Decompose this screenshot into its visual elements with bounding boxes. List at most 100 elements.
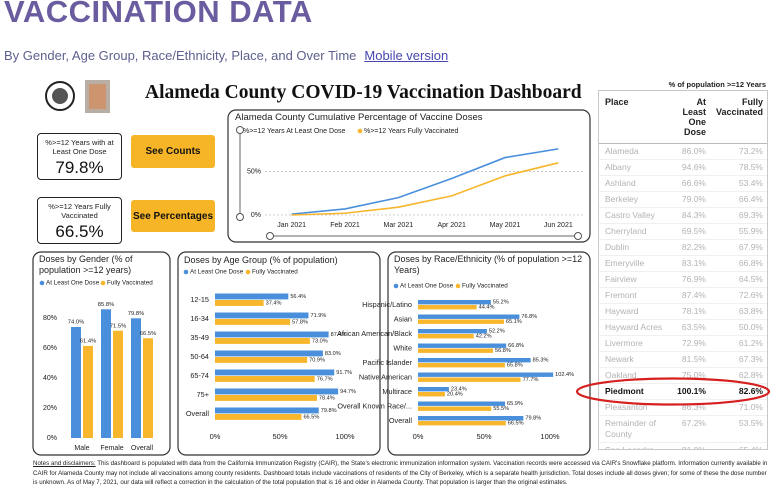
table-cell: Hayward Acres (599, 319, 672, 336)
y-tick-label: 60% (43, 345, 57, 352)
table-cell: 87.4% (671, 287, 710, 304)
kpi-card: %>=12 Years Fully Vaccinated 66.5% (37, 197, 122, 244)
bar (418, 392, 445, 397)
table-cell: 65.4% (709, 442, 767, 449)
table-row: San Leandro 81.8% 65.4% (599, 442, 767, 449)
table-row: Alameda 86.0% 73.2% (599, 143, 767, 160)
table-row: Castro Valley 84.3% 69.3% (599, 207, 767, 224)
notes-text: This dashboard is populated with data fr… (33, 460, 768, 486)
vertical-slider-handle[interactable] (236, 126, 244, 134)
kpi-label: %>=12 Years with at Least One Dose (45, 138, 114, 156)
table-cell: Ashland (599, 175, 672, 192)
table-row: Livermore 72.9% 61.2% (599, 335, 767, 352)
x-tick-label: 50% (476, 432, 491, 441)
bar (215, 376, 315, 382)
bar (418, 348, 493, 353)
table-cell: 78.1% (671, 303, 710, 320)
legend-label: Fully Vaccinated (252, 269, 298, 276)
x-tick-label: 100% (335, 432, 355, 441)
legend-swatch (100, 280, 106, 286)
vertical-slider-handle[interactable] (236, 213, 244, 221)
legend-label: At Least One Dose (190, 269, 244, 276)
notes-heading: Notes and disclaimers: (33, 460, 96, 467)
bar (215, 407, 319, 414)
y-tick-label: 20% (43, 405, 57, 412)
legend-swatch (183, 269, 189, 275)
legend-label: At Least One Dose (400, 283, 454, 290)
table-row: Oakland 75.0% 62.8% (599, 367, 767, 384)
y-tick-label: Asian (394, 314, 412, 323)
table-cell: 84.3% (671, 207, 710, 224)
table-cell: Alameda (599, 143, 672, 160)
data-label: 79.8% (525, 416, 541, 422)
x-tick-label: 100% (540, 432, 560, 441)
data-label: 66.5% (508, 421, 524, 427)
range-slider-handle[interactable] (266, 232, 274, 240)
table-body: Alameda 86.0% 73.2% Albany 94.6% 78.5% Ashland… (599, 143, 767, 449)
bar (418, 406, 492, 411)
y-tick-label: 35-49 (190, 333, 209, 342)
dashboard-title: Alameda County COVID-19 Vaccination Dash… (145, 82, 582, 103)
table-cell: 64.5% (709, 271, 767, 288)
x-tick-label: Overall (131, 445, 154, 452)
data-label: 20.4% (447, 392, 463, 398)
bar (215, 338, 310, 344)
table-cell: Hayward (599, 303, 672, 320)
bar (215, 293, 289, 300)
see-percentages-button[interactable]: See Percentages (131, 200, 215, 232)
y-tick-label: 80% (43, 315, 57, 322)
kpi-label: %>=12 Years Fully Vaccinated (48, 202, 111, 220)
bar (215, 357, 308, 363)
table-head: Place At Least One Dose Fully Vaccinated (599, 91, 767, 144)
y-tick-label: 16-34 (190, 314, 209, 323)
bar (418, 319, 504, 324)
table-cell: 55.9% (709, 223, 767, 240)
y-tick-label: 0% (251, 212, 261, 219)
table-cell: 82.2% (671, 239, 710, 256)
data-label: 65.1% (506, 319, 522, 325)
see-counts-button[interactable]: See Counts (131, 135, 215, 168)
bar (83, 345, 93, 438)
mobile-link[interactable]: Mobile version (364, 48, 449, 63)
bar (418, 343, 507, 348)
data-label: 79.8% (321, 408, 337, 414)
table-row: Remainder of County 67.2% 53.5% (599, 415, 767, 443)
data-label: 52.2% (489, 329, 505, 335)
table-row: Cherryland 69.5% 55.9% (599, 223, 767, 240)
table-row: Pleasanton 86.3% 71.0% (599, 399, 767, 416)
table-cell: 83.1% (671, 255, 710, 272)
table-cell: 71.0% (709, 399, 767, 416)
data-label: 79.8% (128, 311, 144, 317)
table-cell: Berkeley (599, 191, 672, 208)
data-label: 65.8% (507, 363, 523, 369)
panel-title: Doses by Gender (% of population >=12 ye… (39, 254, 133, 275)
bar (418, 387, 449, 392)
table-row: Emeryville 83.1% 66.8% (599, 255, 767, 272)
table-row: Fairview 76.9% 64.5% (599, 271, 767, 288)
table-cell: Dublin (599, 239, 672, 256)
panel-title: Doses by Race/Ethnicity (% of population… (394, 254, 583, 275)
data-label: 55.5% (493, 406, 509, 412)
column-header: Place (599, 91, 672, 144)
table-cell: 63.5% (671, 319, 710, 336)
y-tick-label: Pacific Islander (363, 358, 413, 367)
bar (215, 388, 339, 395)
city-logo-inner (89, 84, 106, 109)
data-label: 37.4% (266, 300, 282, 306)
table-cell: 67.9% (709, 239, 767, 256)
bar (418, 363, 505, 368)
table-cell: 78.5% (709, 159, 767, 176)
table-cell: 62.8% (709, 367, 767, 384)
data-label: 74.0% (68, 320, 84, 326)
table-row: Piedmont 100.1% 82.6% (599, 383, 767, 400)
data-label: 66.8% (508, 343, 524, 349)
kpi-value: 79.8% (55, 158, 104, 177)
y-tick-label: Multirace (382, 387, 412, 396)
table-cell: 75.0% (671, 367, 710, 384)
panel (227, 109, 591, 243)
table-cell: Newark (599, 351, 672, 368)
data-label: 66.5% (303, 414, 319, 420)
place-table-panel: Place At Least One Dose Fully Vaccinated Al… (598, 90, 768, 450)
range-slider-handle[interactable] (574, 232, 582, 240)
